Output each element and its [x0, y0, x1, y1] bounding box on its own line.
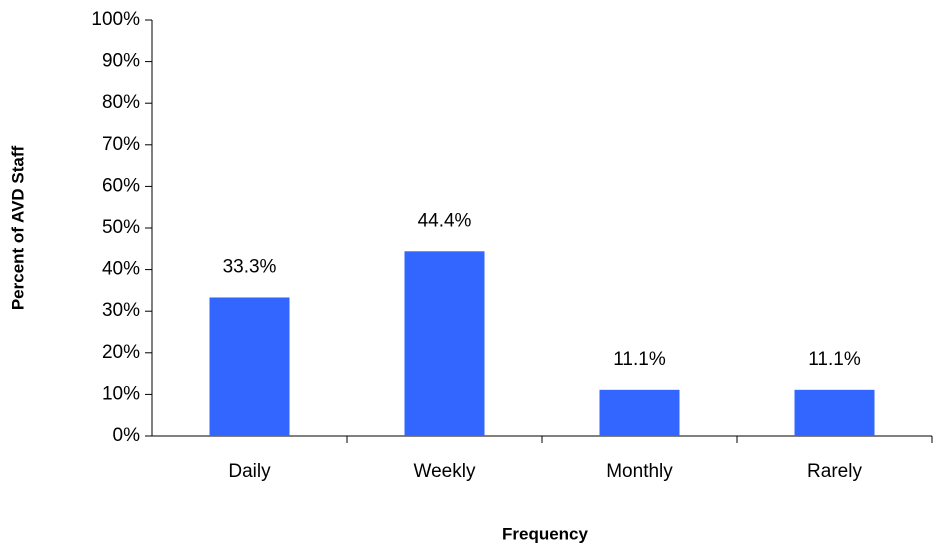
y-tick-label: 30%	[102, 300, 140, 321]
data-label: 33.3%	[223, 256, 277, 277]
y-tick-label: 80%	[102, 92, 140, 113]
x-tick-label: Monthly	[606, 461, 673, 482]
x-axis-title: Frequency	[502, 524, 589, 543]
bar	[209, 297, 290, 436]
x-tick-label: Weekly	[414, 461, 476, 482]
bar	[794, 389, 875, 436]
y-tick-label: 90%	[102, 51, 140, 72]
y-tick-label: 50%	[102, 217, 140, 238]
data-label: 11.1%	[613, 349, 666, 370]
y-tick-label: 20%	[102, 342, 140, 363]
y-tick-label: 0%	[113, 425, 141, 446]
x-tick-label: Rarely	[807, 461, 862, 482]
y-tick-label: 60%	[102, 175, 140, 196]
data-label: 11.1%	[808, 349, 861, 370]
x-tick-label: Daily	[228, 461, 271, 482]
y-tick-label: 10%	[102, 383, 140, 404]
bar	[599, 389, 680, 436]
y-tick-label: 70%	[102, 134, 140, 155]
data-label: 44.4%	[418, 210, 472, 231]
y-tick-label: 40%	[102, 259, 140, 280]
y-tick-label: 100%	[91, 9, 140, 30]
y-axis-title: Percent of AVD Staff	[8, 145, 27, 310]
bar	[404, 251, 485, 436]
